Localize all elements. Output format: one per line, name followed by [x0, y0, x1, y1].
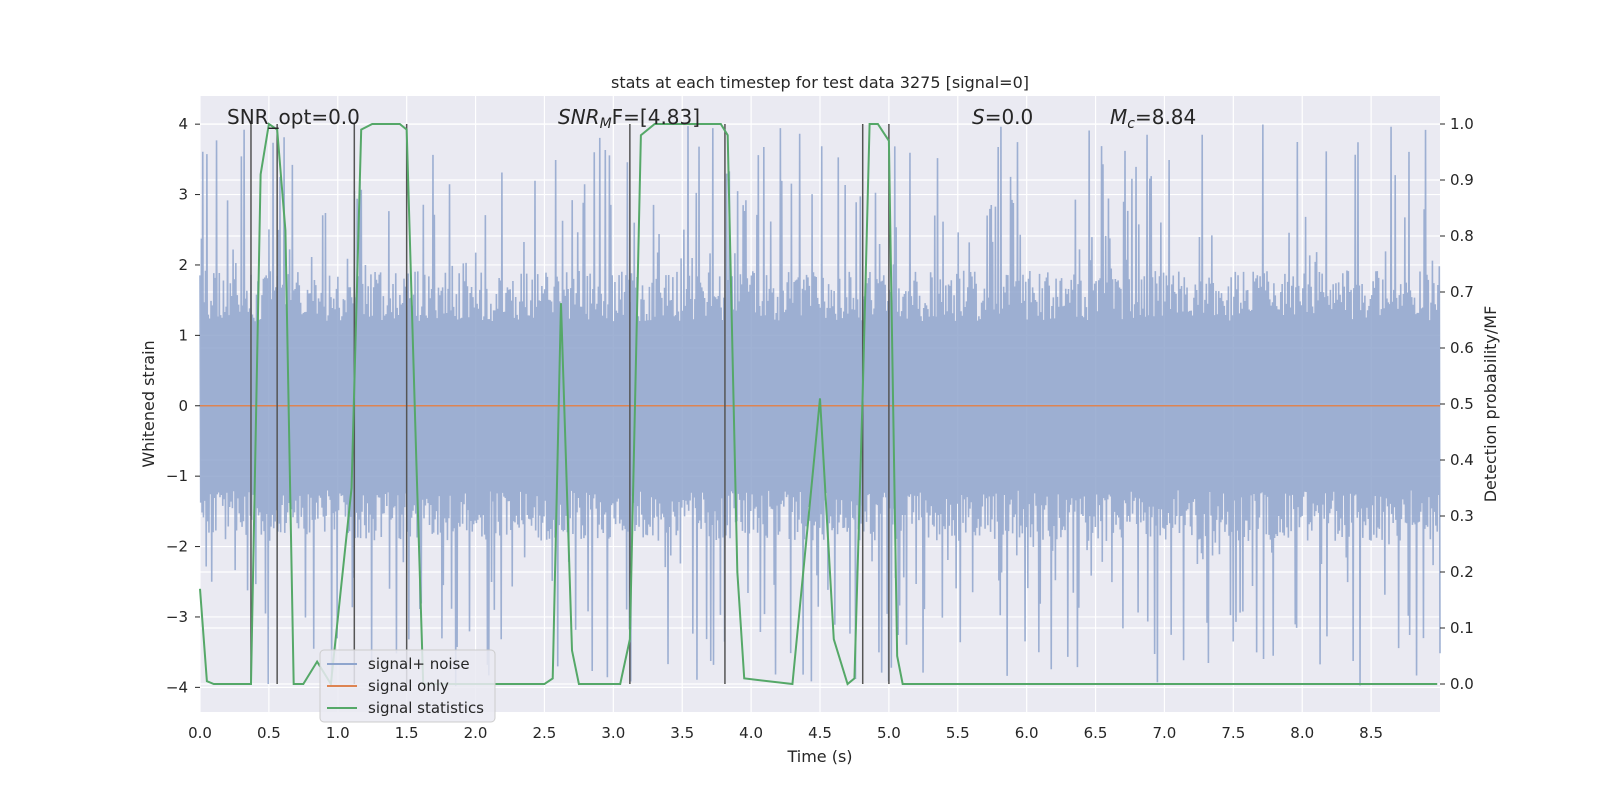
right-y-tick-label: 0.8 [1450, 227, 1474, 245]
right-y-axis-label: Detection probability/MF [1481, 306, 1500, 503]
left-y-tick-label: 3 [178, 186, 188, 204]
left-y-axis-label: Whitened strain [139, 340, 158, 467]
x-tick-label: 1.0 [326, 724, 350, 742]
x-tick-label: 0.0 [188, 724, 212, 742]
x-tick-label: 6.0 [1015, 724, 1039, 742]
x-tick-label: 4.0 [739, 724, 763, 742]
annotation-snr-mf: SNRMF=[4.83] [558, 105, 700, 132]
annotation-s-italic: S [972, 105, 985, 129]
x-tick-label: 5.5 [946, 724, 970, 742]
right-y-tick-label: 0.4 [1450, 451, 1474, 469]
right-y-tick-label: 0.2 [1450, 563, 1474, 581]
annotation-mc-rest: =8.84 [1135, 105, 1196, 129]
chart-title: stats at each timestep for test data 327… [611, 73, 1029, 92]
right-y-tick-label: 0.5 [1450, 395, 1474, 413]
signal-statistics-series [199, 122, 1438, 688]
annotation-snr-mf-sub: M [600, 116, 612, 132]
legend-box [319, 649, 496, 723]
left-y-tick-label: −3 [166, 608, 188, 626]
x-axis-label: Time (s) [786, 747, 852, 766]
x-tick-label: 7.5 [1221, 724, 1245, 742]
right-y-axis-ticks: 1.0 0.9 0.8 0.7 0.6 0.5 0.4 0.3 0.2 0.1 0.0 [1440, 115, 1474, 693]
x-tick-label: 2.5 [533, 724, 557, 742]
x-tick-label: 4.5 [808, 724, 832, 742]
x-tick-label: 3.0 [601, 724, 625, 742]
annotation-snr-mf-rest: F=[4.83] [612, 105, 700, 129]
x-tick-label: 8.0 [1290, 724, 1314, 742]
left-y-tick-label: −2 [166, 538, 188, 556]
x-tick-label: 1.5 [395, 724, 419, 742]
annotation-mc: Mc=8.84 [1110, 105, 1196, 132]
legend: signal+ noise signal only signal statist… [319, 649, 496, 723]
legend-label-signal-only: signal only [368, 677, 449, 695]
left-y-tick-label: 2 [178, 256, 188, 274]
x-tick-label: 5.0 [877, 724, 901, 742]
right-y-tick-label: 0.3 [1450, 507, 1474, 525]
x-tick-label: 6.5 [1084, 724, 1108, 742]
left-y-tick-label: 1 [178, 326, 188, 344]
x-tick-label: 7.0 [1153, 724, 1177, 742]
x-tick-label: 0.5 [257, 724, 281, 742]
detection-markers [250, 124, 890, 684]
legend-label-signal-noise: signal+ noise [368, 655, 470, 673]
left-y-tick-label: −1 [166, 467, 188, 485]
right-y-tick-label: 0.0 [1450, 675, 1474, 693]
x-tick-label: 3.5 [670, 724, 694, 742]
right-y-tick-label: 0.6 [1450, 339, 1474, 357]
annotation-snr-mf-main: SNR [558, 105, 600, 129]
left-y-axis-ticks: 4 3 2 1 0 −1 −2 −3 −4 [166, 115, 200, 696]
x-tick-label: 8.5 [1359, 724, 1383, 742]
right-y-tick-label: 0.9 [1450, 171, 1474, 189]
annotation-s-rest: =0.0 [985, 105, 1034, 129]
annotation-mc-main: M [1110, 105, 1127, 129]
legend-label-signal-statistics: signal statistics [368, 699, 484, 717]
right-y-tick-label: 0.7 [1450, 283, 1474, 301]
annotation-mc-sub: c [1127, 116, 1135, 132]
x-tick-label: 2.0 [464, 724, 488, 742]
x-axis-ticks: 0.0 0.5 1.0 1.5 2.0 2.5 3.0 3.5 4.0 4.5 5.0 5.5 6.0 6… [188, 724, 1383, 742]
annotation-snr-opt: SNR_opt=0.0 [227, 105, 360, 129]
signal-statistics-line [199, 122, 1438, 688]
right-y-tick-label: 0.1 [1450, 619, 1474, 637]
right-y-tick-label: 1.0 [1450, 115, 1474, 133]
left-y-tick-label: −4 [166, 678, 188, 696]
left-y-tick-label: 0 [178, 397, 188, 415]
left-y-tick-label: 4 [178, 115, 188, 133]
annotation-s: S=0.0 [972, 105, 1033, 129]
